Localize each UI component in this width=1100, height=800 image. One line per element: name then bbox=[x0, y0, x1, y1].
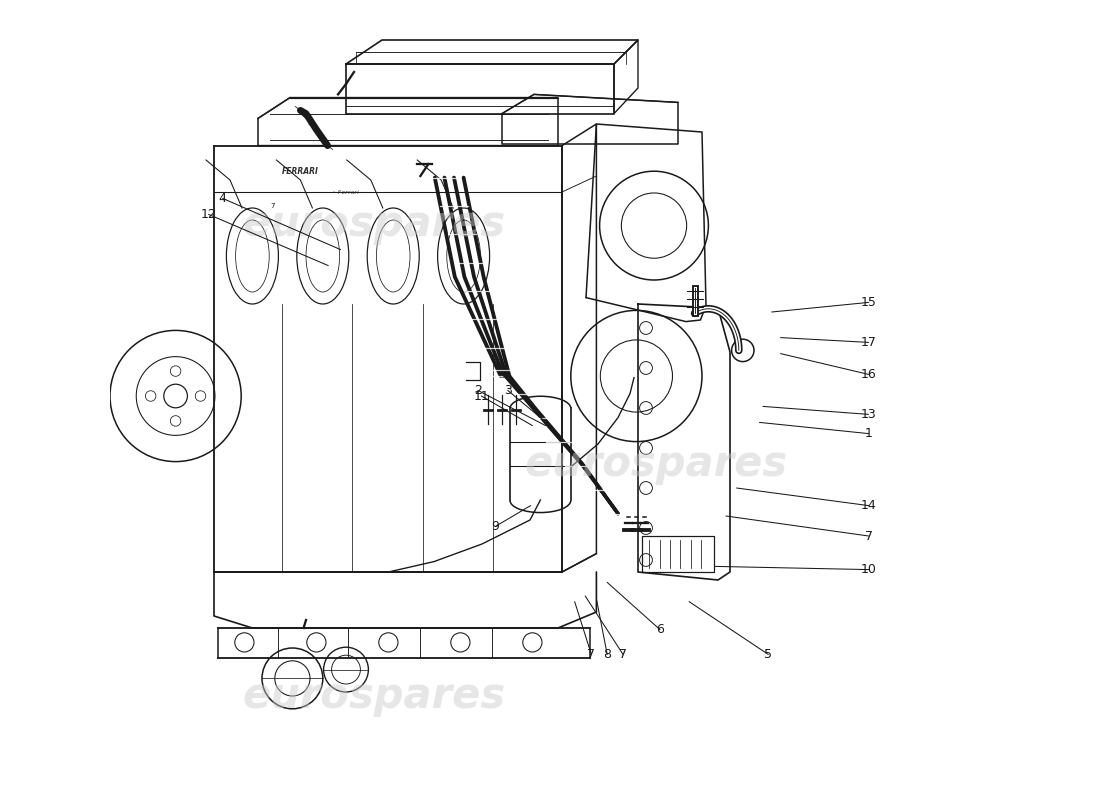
Text: 6: 6 bbox=[656, 623, 664, 636]
Text: 1: 1 bbox=[865, 427, 872, 440]
Text: 11: 11 bbox=[473, 390, 490, 402]
Text: 17: 17 bbox=[860, 336, 877, 349]
Text: 14: 14 bbox=[860, 499, 877, 512]
Text: 3: 3 bbox=[504, 384, 512, 397]
Text: 2: 2 bbox=[474, 384, 482, 397]
Text: 16: 16 bbox=[860, 368, 877, 381]
Text: 7: 7 bbox=[270, 203, 275, 209]
Text: 5: 5 bbox=[764, 648, 772, 661]
Text: eurospares: eurospares bbox=[524, 443, 788, 485]
Text: 10: 10 bbox=[860, 563, 877, 576]
Text: 13: 13 bbox=[860, 408, 877, 421]
Text: 12: 12 bbox=[200, 208, 217, 221]
Text: FERRARI: FERRARI bbox=[282, 166, 319, 176]
Text: 15: 15 bbox=[860, 296, 877, 309]
Text: • Ferrari: • Ferrari bbox=[332, 190, 359, 195]
Text: 7: 7 bbox=[865, 530, 872, 542]
Text: 4: 4 bbox=[219, 192, 227, 205]
Text: 7: 7 bbox=[587, 648, 595, 661]
Text: 8: 8 bbox=[603, 648, 612, 661]
Text: eurospares: eurospares bbox=[242, 675, 506, 717]
Text: 7: 7 bbox=[619, 648, 627, 661]
Text: 9: 9 bbox=[492, 520, 499, 533]
Text: eurospares: eurospares bbox=[242, 203, 506, 245]
